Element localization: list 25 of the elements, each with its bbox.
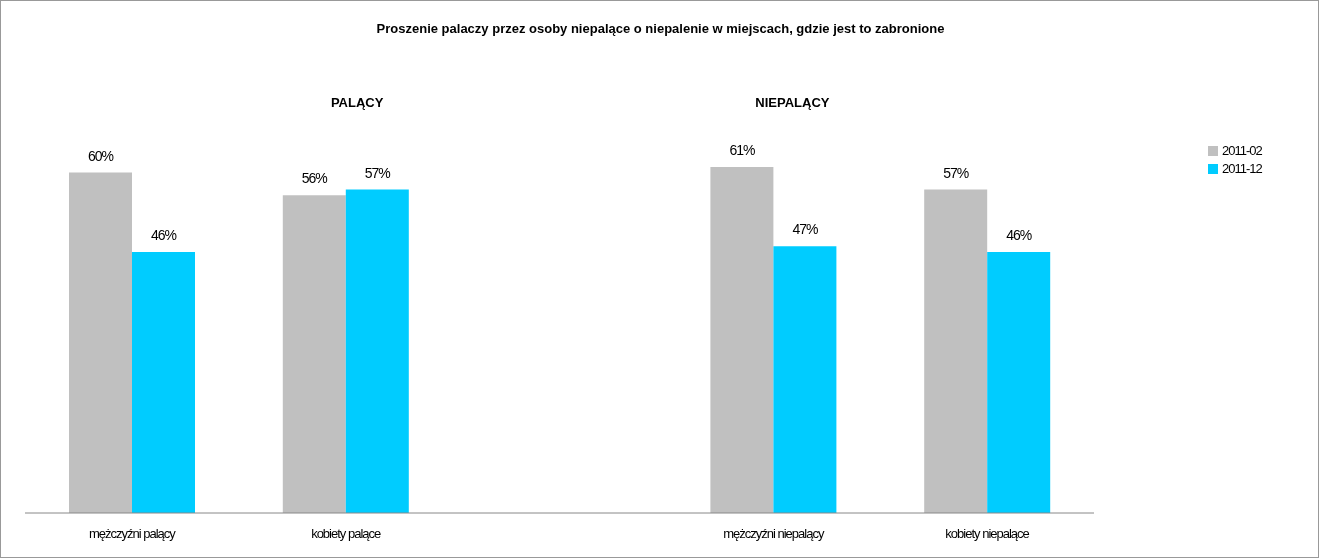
text: PALĄCY — [329, 95, 385, 110]
legend-label: 2011-12 — [1222, 161, 1262, 176]
bar — [710, 166, 774, 513]
x-tick-label: mężczyźni niepalący — [723, 526, 825, 542]
bar — [987, 252, 1051, 513]
data-label: 60% — [87, 147, 114, 164]
legend-label: 2011-02 — [1222, 143, 1262, 158]
chart-title: Proszenie palaczy przez osoby niepalące o niepalenie w miejscach, gdzie jest to zabronione — [375, 21, 946, 36]
data-label: 46% — [150, 227, 177, 244]
bar — [924, 189, 988, 513]
data-label: 57% — [943, 164, 969, 181]
bar — [132, 252, 195, 513]
bar — [345, 189, 409, 513]
data-label: 46% — [1006, 227, 1032, 244]
data-label: 47% — [792, 221, 818, 238]
bar — [69, 172, 132, 513]
data-label: 61% — [729, 141, 755, 158]
bar — [773, 246, 837, 513]
bar — [282, 195, 346, 513]
x-tick-label: kobiety palące — [311, 526, 382, 542]
x-tick-label: kobiety niepalące — [945, 526, 1030, 542]
text: NIEPALĄCY — [754, 95, 831, 110]
data-label: 56% — [301, 170, 328, 187]
x-tick-label: mężczyźni palący — [88, 526, 177, 542]
data-label: 57% — [364, 164, 391, 181]
